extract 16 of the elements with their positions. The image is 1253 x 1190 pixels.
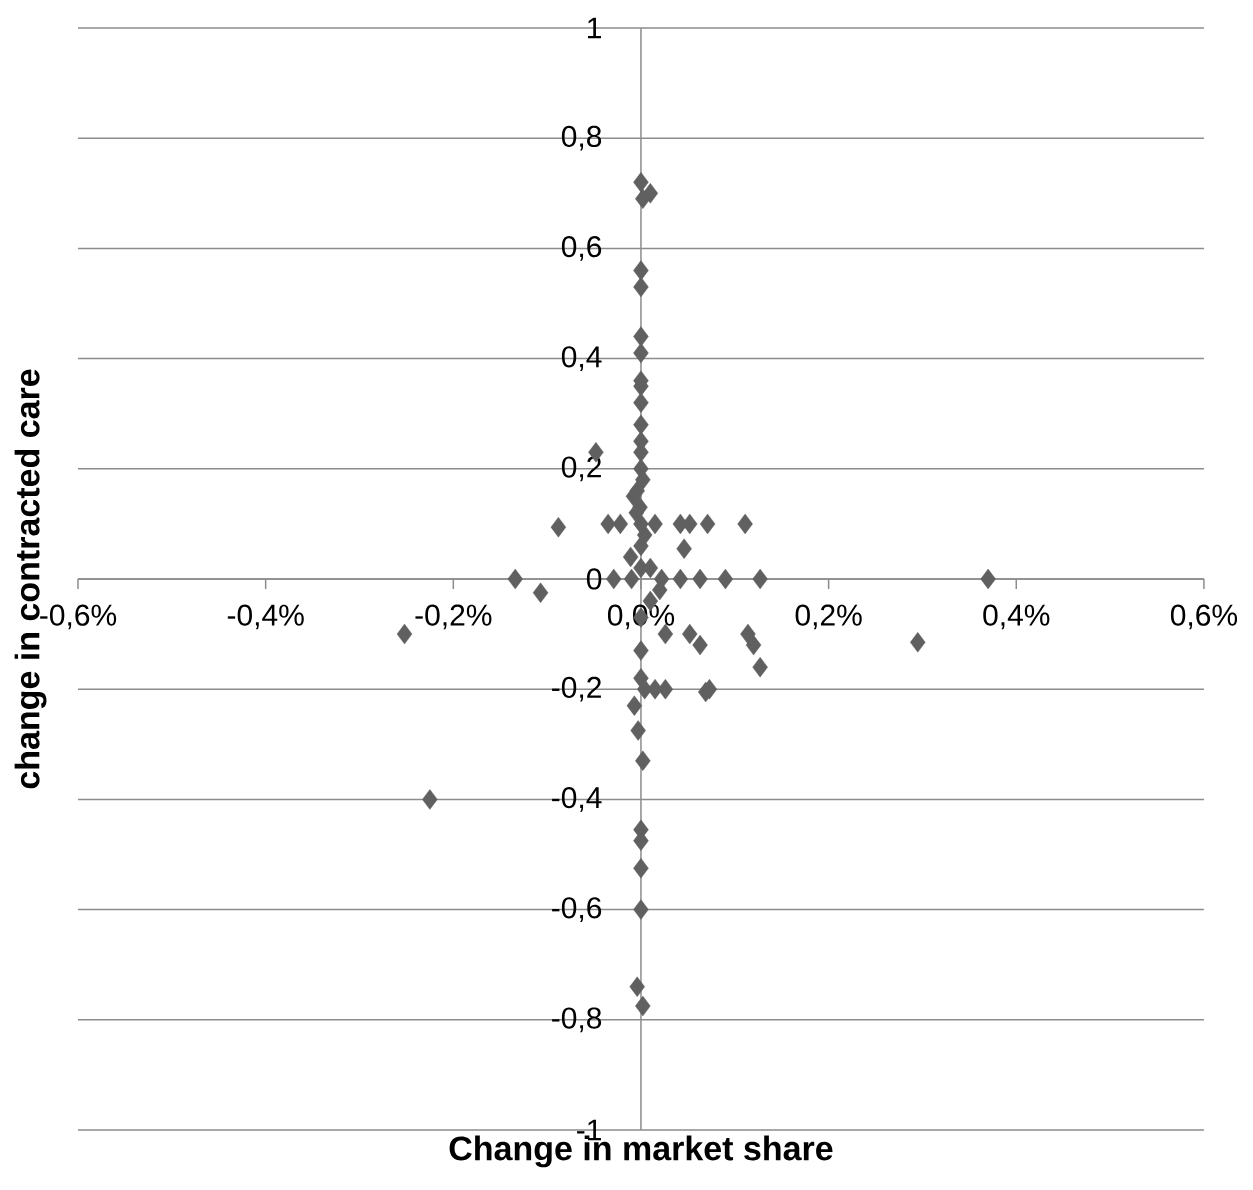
y-tick-label: 0	[586, 568, 602, 590]
y-tick-label: -0,8	[552, 1007, 602, 1033]
y-tick-label: 0,2	[561, 456, 601, 482]
y-tick-label: -0,2	[552, 676, 601, 702]
y-tick-label: 0,4	[561, 346, 602, 371]
y-tick-label: 0,8	[561, 125, 602, 151]
x-tick-label: 0,6%	[1170, 604, 1238, 630]
x-tick-label: -0,6%	[40, 604, 117, 630]
y-tick-label: 0,6	[561, 235, 602, 261]
x-tick-label: -0,4%	[227, 604, 304, 630]
y-tick-label: 1	[588, 17, 601, 39]
y-tick-label: -0,4	[552, 786, 602, 812]
x-tick-label: -0,2%	[415, 604, 492, 630]
x-tick-label: 0,4%	[983, 604, 1050, 630]
x-tick-label: 0,2%	[795, 604, 862, 630]
y-tick-label: -0,6	[552, 897, 602, 922]
